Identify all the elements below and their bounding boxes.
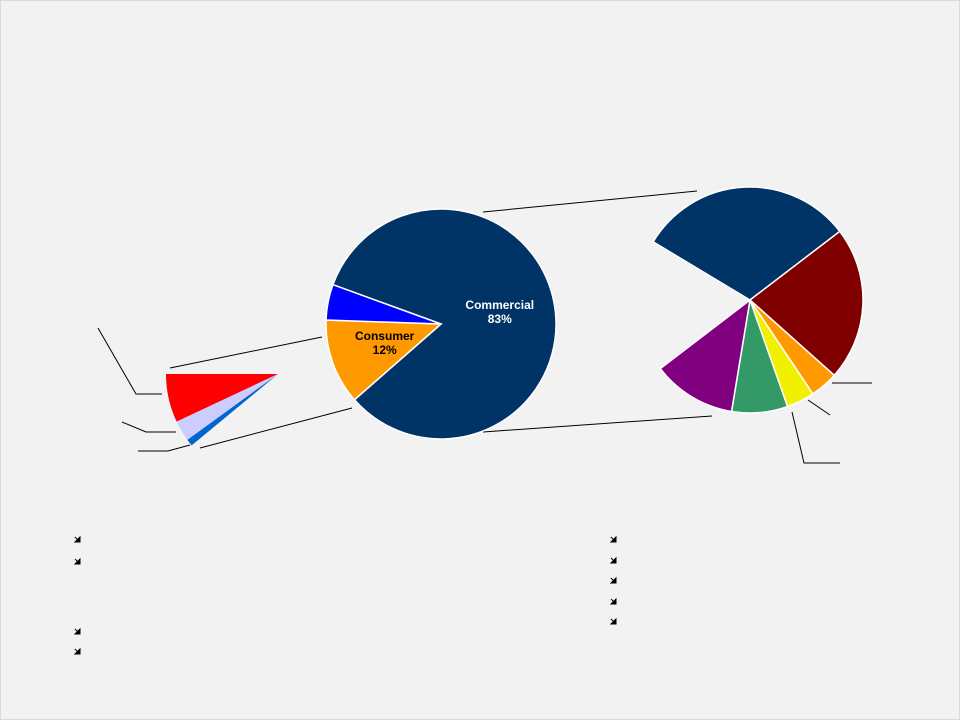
pie-slice (652, 186, 841, 301)
leader-line (791, 411, 840, 464)
bullet-arrow (609, 576, 617, 584)
pie-slice (187, 374, 278, 446)
pie-slice (331, 208, 557, 440)
bullet-arrow (73, 647, 81, 655)
leader-line (97, 327, 162, 395)
bullet-arrow (609, 535, 617, 543)
pie-slice (176, 374, 278, 440)
leader-line (138, 444, 191, 452)
slice-value-label: 12% (373, 343, 397, 357)
bullet-arrow (609, 617, 617, 625)
leader-lines (97, 190, 872, 464)
bullet-arrow (73, 557, 81, 565)
bullet-arrow (609, 597, 617, 605)
leader-line (121, 421, 176, 433)
bullet-arrow (73, 535, 81, 543)
connector (482, 415, 713, 433)
slice-category-label: Commercial (465, 298, 534, 312)
pie-slice (325, 319, 443, 401)
pie-slice (325, 283, 442, 325)
bullet-arrow (73, 627, 81, 635)
connector (199, 407, 353, 449)
leader-line (807, 399, 831, 416)
slice-value-label: 83% (488, 312, 512, 326)
connector (169, 336, 323, 369)
pie-slice (659, 298, 752, 413)
connector (482, 190, 698, 213)
pie-slice (166, 374, 278, 422)
bullet-list (73, 535, 617, 655)
slice-category-label: Consumer (355, 329, 415, 343)
pie-slice (748, 230, 864, 377)
bullet-arrow (609, 556, 617, 564)
